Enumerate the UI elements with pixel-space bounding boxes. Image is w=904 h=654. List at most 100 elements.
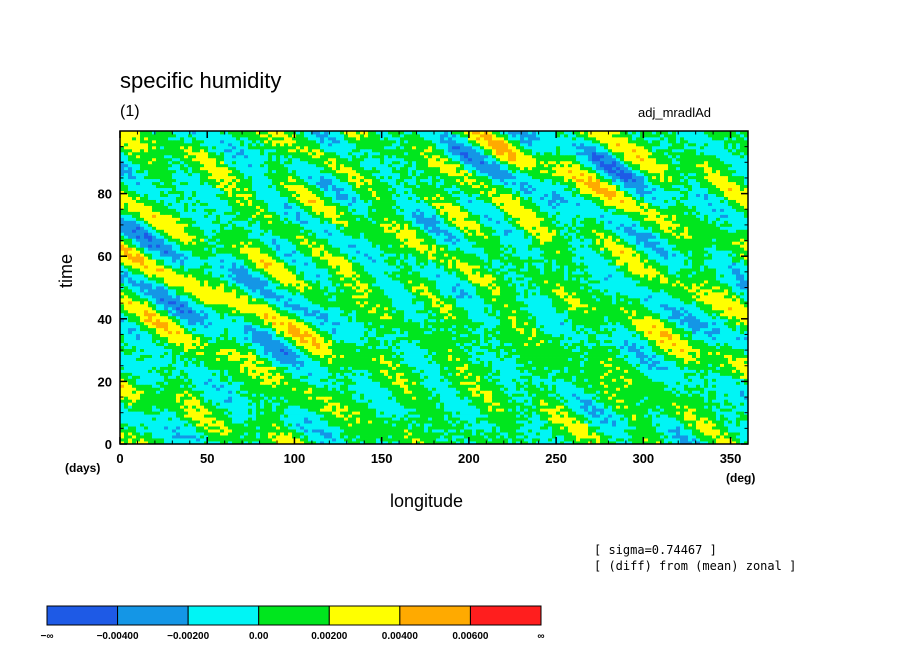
heatmap-cell [224,366,229,370]
heatmap-cell [324,423,329,427]
heatmap-cell [740,381,745,385]
heatmap-cell [528,396,533,400]
heatmap-cell [704,372,709,376]
heatmap-cell [744,414,749,418]
heatmap-cell [244,414,249,418]
heatmap-cell [288,411,293,415]
heatmap-cell [140,402,145,406]
heatmap-cell [664,408,669,412]
heatmap-cell [356,393,361,397]
heatmap-cell [432,372,437,376]
heatmap-cell [596,402,601,406]
heatmap-cell [288,369,293,373]
heatmap-cell [416,387,421,391]
heatmap-cell [680,417,685,421]
heatmap-cell [248,387,253,391]
heatmap-cell [648,414,653,418]
heatmap-cell [272,396,277,400]
heatmap-cell [724,402,729,406]
heatmap-cell [484,384,489,388]
heatmap-cell [728,369,733,373]
heatmap-cell [228,390,233,394]
heatmap-cell [260,369,265,373]
heatmap-cell [484,381,489,385]
heatmap-cell [520,399,525,403]
heatmap-cell [296,411,301,415]
heatmap-cell [192,378,197,382]
heatmap-cell [196,435,201,439]
heatmap-cell [680,402,685,406]
heatmap-cell [188,372,193,376]
heatmap-cell [640,396,645,400]
heatmap-cell [192,351,197,355]
heatmap-cell [464,378,469,382]
heatmap-cell [324,420,329,424]
heatmap-cell [516,384,521,388]
heatmap-cell [464,375,469,379]
heatmap-cell [320,420,325,424]
heatmap-cell [664,396,669,400]
heatmap-cell [632,354,637,358]
heatmap-cell [184,441,189,445]
heatmap-cell [524,357,529,361]
heatmap-cell [136,351,141,355]
heatmap-cell [436,420,441,424]
heatmap-cell [624,357,629,361]
heatmap-cell [428,351,433,355]
heatmap-cell [176,423,181,427]
heatmap-cell [488,417,493,421]
heatmap-cell [332,435,337,439]
heatmap-cell [144,411,149,415]
heatmap-cell [232,357,237,361]
heatmap-cell [572,405,577,409]
heatmap-cell [196,354,201,358]
heatmap-cell [276,429,281,433]
heatmap-cell [276,378,281,382]
heatmap-cell [516,378,521,382]
heatmap-cell [216,363,221,367]
heatmap-cell [200,351,205,355]
heatmap-cell [536,384,541,388]
heatmap-cell [364,432,369,436]
heatmap-cell [352,414,357,418]
heatmap-cell [204,411,209,415]
heatmap-cell [192,420,197,424]
heatmap-cell [296,435,301,439]
heatmap-cell [696,381,701,385]
heatmap-cell [404,351,409,355]
heatmap-cell [656,405,661,409]
heatmap-cell [340,384,345,388]
heatmap-cell [724,369,729,373]
heatmap-cell [320,360,325,364]
heatmap-cell [336,396,341,400]
heatmap-cell [464,435,469,439]
heatmap-cell [312,414,317,418]
heatmap-cell [268,411,273,415]
heatmap-cell [352,348,357,352]
heatmap-cell [656,411,661,415]
heatmap-cell [240,405,245,409]
heatmap-cell [596,399,601,403]
heatmap-cell [636,354,641,358]
heatmap-cell [352,417,357,421]
heatmap-cell [608,354,613,358]
heatmap-cell [440,357,445,361]
heatmap-cell [740,408,745,412]
heatmap-cell [724,405,729,409]
heatmap-cell [540,417,545,421]
heatmap-cell [244,354,249,358]
heatmap-cell [416,360,421,364]
heatmap-cell [468,405,473,409]
heatmap-cell [432,363,437,367]
heatmap-cell [308,426,313,430]
heatmap-cell [684,360,689,364]
heatmap-cell [332,393,337,397]
heatmap-cell [636,384,641,388]
heatmap-cell [616,438,621,442]
heatmap-cell [444,363,449,367]
heatmap-cell [284,441,289,445]
heatmap-cell [152,411,157,415]
heatmap-cell [608,363,613,367]
heatmap-cell [216,408,221,412]
heatmap-cell [612,348,617,352]
